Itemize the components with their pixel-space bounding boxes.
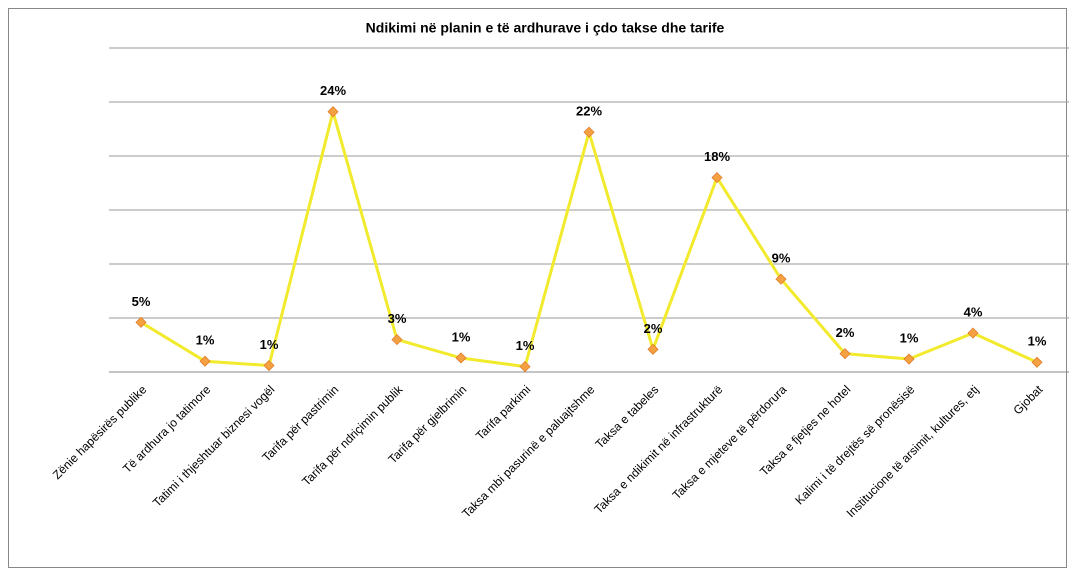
marker	[839, 348, 851, 360]
x-tick-label: Taksa e ndikimit në infrastrukturë	[591, 382, 725, 516]
data-label: 24%	[320, 83, 346, 98]
data-label: 1%	[1028, 334, 1047, 349]
marker	[903, 353, 915, 365]
x-tick-label: Taksa mbi pasurinë e paluajtshme	[459, 382, 597, 520]
marker	[967, 327, 979, 339]
x-tick-label: Institucione të arsimit, kultures, etj	[844, 382, 982, 520]
marker	[647, 343, 659, 355]
x-tick-label: Taksa e tabeles	[592, 382, 661, 451]
marker	[519, 361, 531, 373]
x-tick-label: Tatimi i thjeshtuar biznesi vogël	[150, 382, 277, 509]
marker	[263, 359, 275, 372]
data-label: 1%	[452, 329, 471, 344]
data-label: 5%	[132, 294, 151, 309]
chart-frame	[8, 8, 1067, 568]
data-label: 18%	[704, 149, 730, 164]
x-tick-label: Gjobat	[1010, 382, 1045, 417]
marker	[583, 126, 595, 138]
marker	[135, 316, 147, 328]
x-tick-label: Tarifa parkimi	[473, 382, 533, 442]
data-label: 2%	[644, 321, 663, 336]
data-label: 22%	[576, 104, 602, 119]
marker	[775, 273, 787, 285]
data-line	[140, 110, 1038, 369]
data-label: 1%	[260, 337, 279, 352]
data-label: 4%	[964, 305, 983, 320]
marker	[455, 352, 467, 364]
data-label: 9%	[772, 251, 791, 266]
data-label: 2%	[836, 325, 855, 340]
marker	[199, 355, 211, 367]
marker	[327, 106, 339, 118]
chart-title: Ndikimi në planin e të ardhurave i çdo t…	[366, 20, 725, 36]
marker	[711, 172, 723, 184]
x-tick-label: Kalimi i të drejtës së pronësisë	[792, 382, 917, 507]
x-tick-label: Taksa e mjeteve të përdorura	[670, 382, 790, 502]
data-label: 1%	[196, 333, 215, 348]
data-label: 3%	[388, 311, 407, 326]
data-label: 1%	[516, 338, 535, 353]
marker	[1031, 356, 1043, 368]
marker	[391, 334, 403, 346]
data-label: 1%	[900, 330, 919, 345]
